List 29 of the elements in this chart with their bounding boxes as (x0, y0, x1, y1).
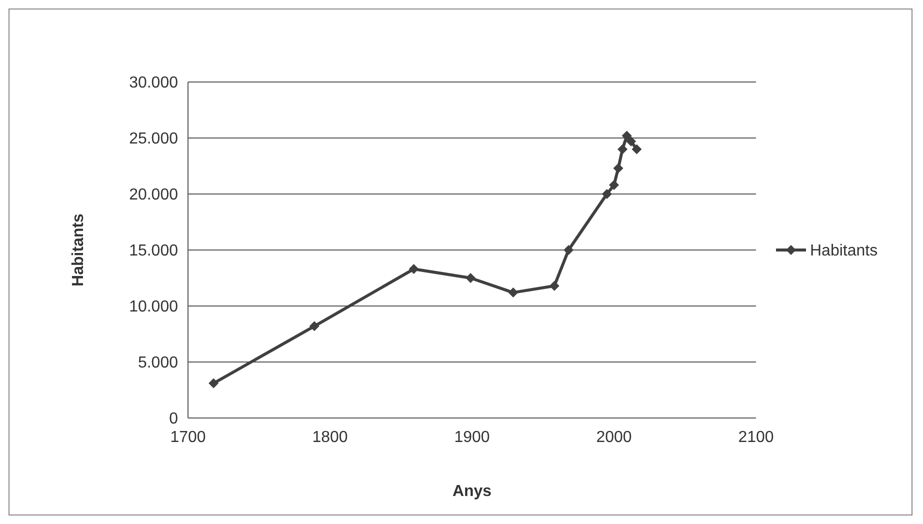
y-tick-label: 25.000 (129, 130, 178, 148)
y-tick-label: 0 (169, 410, 178, 428)
point (609, 180, 619, 190)
y-axis-title: Habitants (70, 213, 87, 286)
y-tick-label: 5.000 (138, 354, 178, 372)
point (632, 144, 642, 154)
y-tick-label: 15.000 (129, 242, 178, 260)
point (622, 130, 632, 141)
x-tick-label: 2100 (738, 429, 774, 446)
y-tick-label: 10.000 (129, 298, 178, 316)
point (309, 321, 320, 332)
x-axis-title: Anys (452, 483, 492, 500)
point (508, 288, 518, 298)
point (549, 280, 560, 291)
point (466, 273, 476, 283)
legend-label: Habitants (810, 242, 878, 260)
point (564, 245, 574, 255)
point (626, 136, 636, 146)
point (602, 189, 612, 199)
y-tick-label: 30.000 (129, 74, 178, 92)
x-tick-label: 1700 (170, 429, 206, 446)
x-tick-label: 1800 (312, 429, 348, 446)
y-tick-label: 20.000 (129, 186, 178, 204)
point (618, 144, 628, 154)
point (613, 163, 624, 174)
x-tick-label: 1900 (454, 429, 490, 446)
point (208, 378, 219, 388)
x-tick-label: 2000 (596, 429, 632, 446)
point (408, 264, 419, 274)
